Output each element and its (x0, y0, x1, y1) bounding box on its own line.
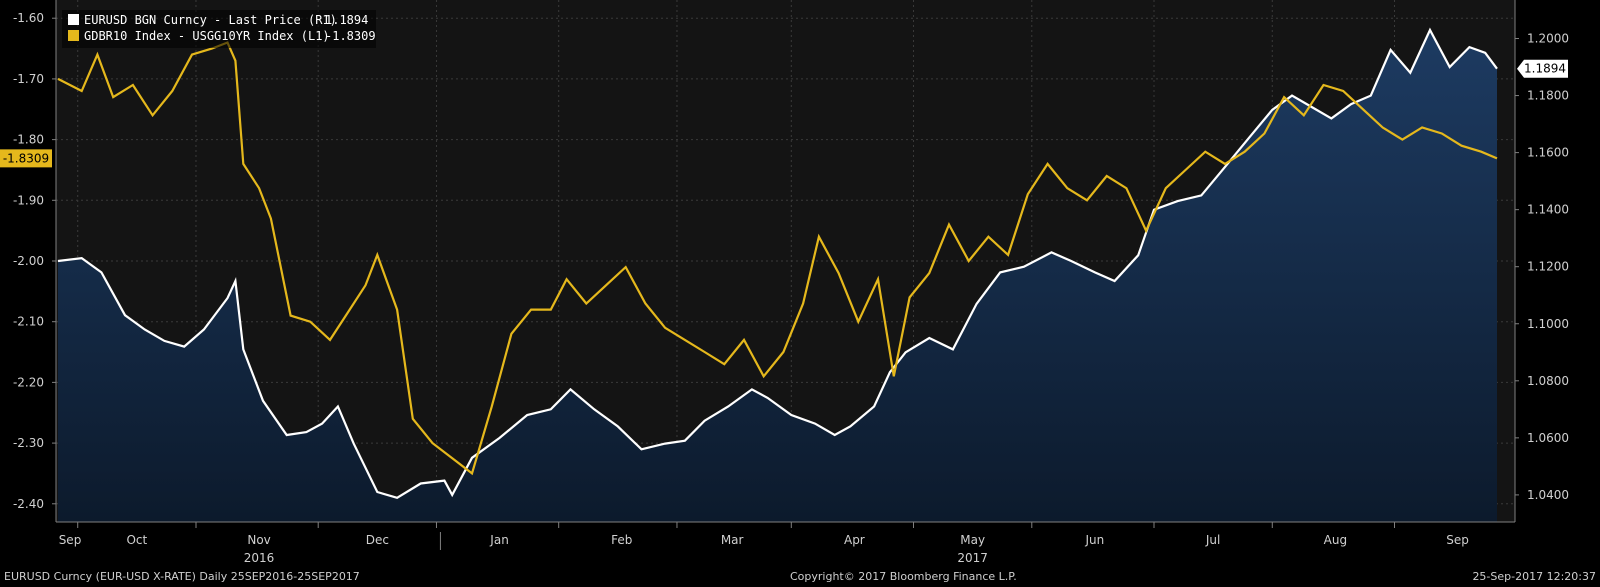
x-axis-month-label: Sep (59, 533, 82, 547)
x-axis-month-label: Oct (126, 533, 147, 547)
right-axis-tick-label: 1.1400 (1527, 203, 1569, 217)
left-axis-tick-label: -2.30 (13, 436, 44, 450)
left-axis-tick-label: -1.60 (13, 11, 44, 25)
x-axis: Sep Oct Nov 2016 Dec Jan Feb Mar Apr May 2017 Jun Ju… (56, 521, 1515, 565)
left-last-value-label: -1.8309 (3, 151, 49, 165)
legend-series-label: EURUSD BGN Curncy - Last Price (R1) (84, 13, 337, 27)
right-axis-tick-label: 1.1000 (1527, 317, 1569, 331)
x-axis-month-label: Jan (489, 533, 509, 547)
right-axis-tick-label: 1.1800 (1527, 89, 1569, 103)
legend-series-value: -1.8309 (325, 29, 376, 43)
left-axis: -1.60 -1.70 -1.80 -1.90 -2.00 -2.10 -2.20 -2.30… (13, 0, 57, 522)
x-axis-month-label: Apr (844, 533, 865, 547)
right-axis-tick-label: 1.0800 (1527, 374, 1569, 388)
legend-swatch (68, 14, 79, 25)
footer-security-info: EURUSD Curncy (EUR-USD X-RATE) Daily 25S… (4, 570, 360, 583)
left-axis-tick-label: -1.80 (13, 133, 44, 147)
left-last-value-box (0, 149, 52, 168)
left-axis-tick-label: -2.00 (13, 254, 44, 268)
eurusd-area (58, 30, 1497, 522)
x-axis-month-label: Feb (611, 533, 632, 547)
legend: EURUSD BGN Curncy - Last Price (R1)1.189… (62, 10, 376, 48)
bund-spread-line (57, 41, 1498, 476)
right-axis-tick-label: 1.2000 (1527, 32, 1569, 46)
footer-timestamp: 25-Sep-2017 12:20:37 (1472, 570, 1596, 583)
x-axis-month-label: Nov (247, 533, 270, 547)
last-value-labels: -1.8309 1.1894 (0, 59, 1568, 168)
left-axis-tick-label: -2.10 (13, 315, 44, 329)
right-axis: 1.2000 1.1800 1.1600 1.1400 1.1200 1.1000 1.08… (1514, 0, 1569, 522)
legend-box (62, 10, 376, 48)
right-axis-tick-label: 1.1600 (1527, 146, 1569, 160)
right-axis-tick-label: 1.1200 (1527, 260, 1569, 274)
footer-copyright: Copyright© 2017 Bloomberg Finance L.P. (790, 570, 1017, 583)
x-axis-month-label: Sep (1446, 533, 1469, 547)
legend-series-value: 1.1894 (325, 13, 368, 27)
x-axis-month-label: Jul (1205, 533, 1220, 547)
left-axis-tick-label: -1.70 (13, 72, 44, 86)
legend-swatch (68, 30, 79, 41)
x-axis-year-label: 2016 (244, 551, 275, 565)
right-axis-tick-label: 1.0600 (1527, 431, 1569, 445)
right-last-value-label: 1.1894 (1524, 62, 1566, 76)
x-axis-month-label: Mar (721, 533, 744, 547)
x-axis-month-label: May (960, 533, 985, 547)
x-axis-year-label: 2017 (957, 551, 988, 565)
x-axis-month-label: Dec (366, 533, 389, 547)
x-axis-month-label: Jun (1084, 533, 1104, 547)
right-axis-tick-label: 1.0400 (1527, 488, 1569, 502)
right-last-value-box (1517, 59, 1568, 78)
legend-series-label: GDBR10 Index - USGG10YR Index (L1) (84, 29, 330, 43)
left-axis-tick-label: -2.40 (13, 497, 44, 511)
left-axis-tick-label: -2.20 (13, 375, 44, 389)
left-axis-tick-label: -1.90 (13, 193, 44, 207)
x-axis-month-label: Aug (1324, 533, 1347, 547)
